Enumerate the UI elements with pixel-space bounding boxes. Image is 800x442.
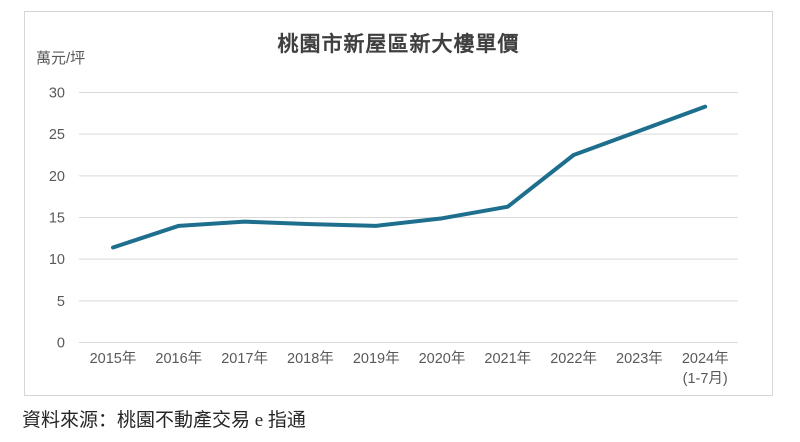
y-tick-label: 20 — [49, 169, 65, 185]
price-line — [111, 104, 708, 250]
chart-panel: 桃園市新屋區新大樓單價 萬元/坪 0 5 10 15 20 25 30 2015年 2016年 2… — [24, 11, 773, 396]
x-tick-sublabel: (1-7月) — [683, 371, 728, 387]
y-axis-unit-label: 萬元/坪 — [36, 50, 86, 67]
y-tick-label: 15 — [49, 211, 65, 227]
x-tick-label: 2022年 — [550, 350, 597, 367]
y-tick-label: 0 — [57, 336, 65, 352]
x-tick-label: 2023年 — [616, 350, 663, 367]
x-tick-label: 2015年 — [90, 350, 137, 367]
y-tick-label: 30 — [49, 86, 65, 102]
x-tick-label: 2020年 — [419, 350, 466, 367]
x-tick-label: 2018年 — [287, 350, 334, 367]
source-note: 資料來源：桃園不動產交易 e 指通 — [22, 410, 306, 431]
x-tick-label: 2019年 — [353, 350, 400, 367]
x-tick-label: 2016年 — [155, 350, 202, 367]
x-tick-label: 2024年 — [682, 350, 729, 367]
x-tick-label: 2021年 — [484, 350, 531, 367]
chart-title: 桃園市新屋區新大樓單價 — [277, 33, 520, 56]
y-tick-label: 25 — [49, 127, 65, 143]
line-chart: 0 5 10 15 20 25 30 2015年 2016年 2017年 2018年 2019年 202… — [49, 86, 738, 387]
y-tick-label: 5 — [57, 294, 65, 310]
y-tick-label: 10 — [49, 252, 65, 268]
x-tick-label: 2017年 — [221, 350, 268, 367]
